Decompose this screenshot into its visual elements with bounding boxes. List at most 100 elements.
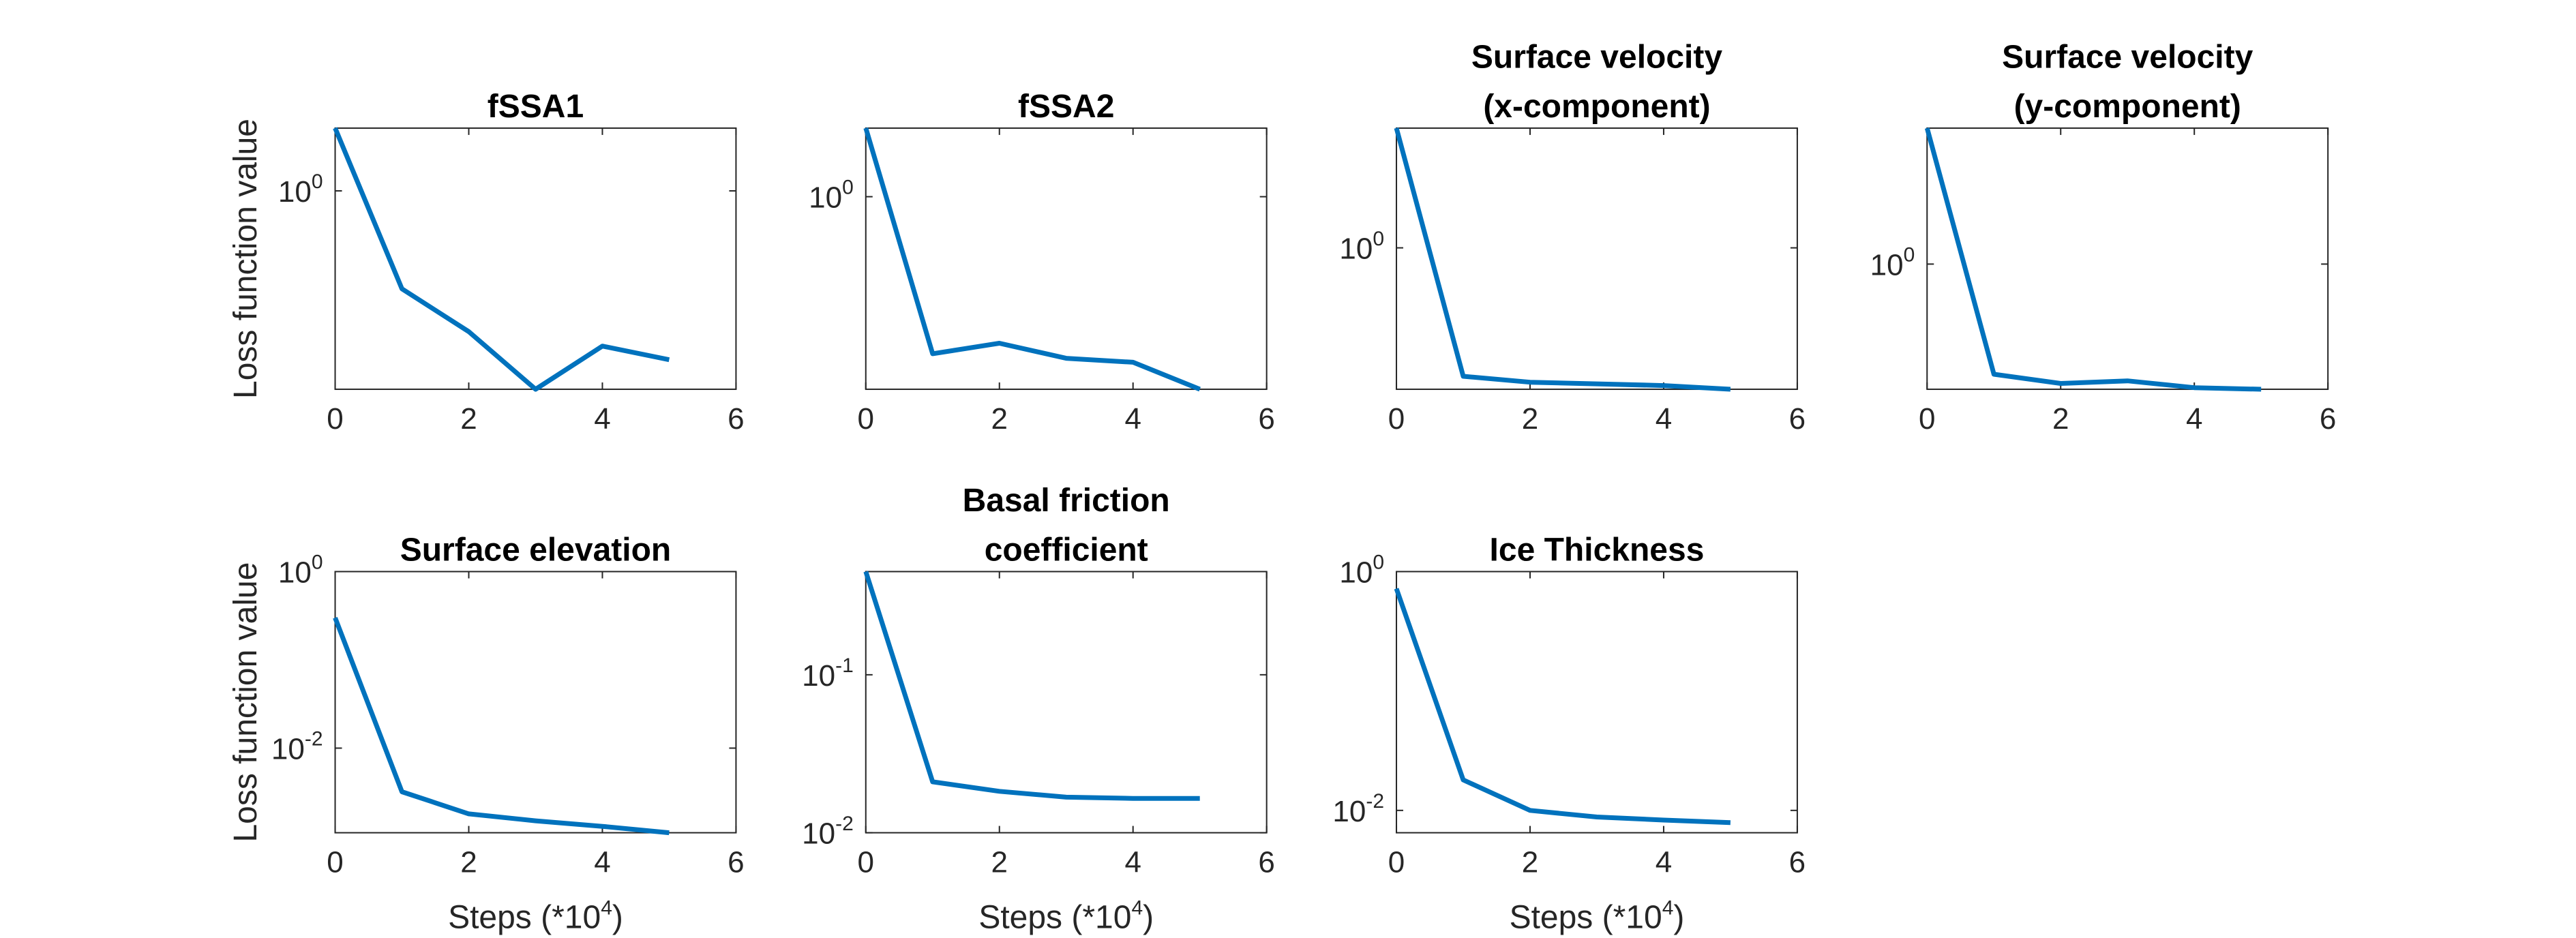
y-tick-label: 10-2 — [1332, 790, 1384, 828]
axes-box — [865, 127, 1268, 391]
subplot-title: Basal friction — [963, 483, 1170, 519]
x-tick-label: 6 — [1789, 846, 1806, 879]
subplot-title: coefficient — [985, 532, 1148, 568]
y-tick-label-exponent: -2 — [305, 728, 323, 751]
x-tick-label: 0 — [1388, 402, 1405, 436]
y-tick-label-base: 10 — [1339, 556, 1373, 589]
y-axis-label: Loss function value — [228, 119, 264, 399]
y-tick-label: 100 — [1339, 228, 1384, 266]
subplot-title: fSSA2 — [1018, 89, 1114, 125]
y-axis-label: Loss function value — [228, 562, 264, 843]
subplot-title: Surface elevation — [400, 532, 672, 568]
y-tick-label-exponent: 0 — [1373, 551, 1384, 574]
x-tick-label: 2 — [1522, 846, 1538, 879]
x-tick-label: 0 — [858, 402, 874, 436]
y-tick-label-exponent: 0 — [312, 551, 323, 574]
x-tick-label: 4 — [1656, 402, 1672, 436]
y-tick-label-exponent: 0 — [1373, 228, 1384, 250]
subplot-title: (x-component) — [1483, 89, 1710, 125]
y-tick-label: 100 — [1870, 244, 1915, 282]
x-tick-label: 6 — [2320, 402, 2336, 436]
x-tick-label: 2 — [2052, 402, 2069, 436]
x-axis-label-base: Steps (*10 — [448, 899, 601, 935]
x-axis-label-exponent: 4 — [1131, 897, 1143, 920]
y-tick-label-exponent: 0 — [1904, 244, 1915, 267]
y-tick-label-base: 10 — [271, 732, 305, 766]
axes-box — [334, 571, 737, 834]
y-tick-label: 10-2 — [802, 813, 854, 851]
y-tick-label-base: 10 — [1332, 795, 1366, 828]
x-tick-label: 4 — [594, 846, 610, 879]
x-tick-label: 2 — [1522, 402, 1538, 436]
y-tick-label: 10-1 — [802, 654, 854, 693]
y-tick-label: 100 — [278, 170, 323, 209]
subplot-title: Surface velocity — [1471, 40, 1722, 76]
y-tick-label: 10-2 — [271, 728, 323, 766]
x-tick-label: 2 — [991, 402, 1007, 436]
y-tick-label-base: 10 — [278, 175, 312, 209]
x-tick-label: 4 — [1124, 402, 1141, 436]
subplot-title: fSSA1 — [488, 89, 584, 125]
x-tick-label: 6 — [1258, 846, 1274, 879]
subplot-title: Surface velocity — [2002, 40, 2253, 76]
x-tick-label: 0 — [327, 846, 343, 879]
x-tick-label: 0 — [327, 402, 343, 436]
x-axis-label-base: Steps (*10 — [1510, 899, 1662, 935]
x-axis-label-exponent: 4 — [1662, 897, 1674, 920]
y-tick-label-exponent: 0 — [842, 177, 854, 199]
x-tick-label: 0 — [1388, 846, 1405, 879]
x-tick-label: 6 — [1258, 402, 1274, 436]
x-tick-label: 4 — [1124, 846, 1141, 879]
x-axis-label-end: ) — [1143, 899, 1154, 935]
subplot-title: Ice Thickness — [1490, 532, 1705, 568]
x-tick-label: 6 — [728, 846, 744, 879]
axes-box — [865, 571, 1268, 834]
loss-line — [1394, 127, 1731, 392]
x-tick-label: 0 — [858, 846, 874, 879]
x-tick-label: 4 — [594, 402, 610, 436]
y-tick-label: 100 — [278, 551, 323, 590]
x-tick-label: 6 — [728, 402, 744, 436]
y-tick-label-base: 10 — [802, 659, 835, 693]
x-tick-label: 4 — [1656, 846, 1672, 879]
axes-box — [1396, 571, 1798, 834]
loss-line — [1394, 588, 1731, 826]
y-tick-label-base: 10 — [278, 556, 312, 589]
x-axis-label-end: ) — [612, 899, 623, 935]
x-tick-label: 6 — [1789, 402, 1806, 436]
loss-line — [863, 127, 1201, 392]
loss-line — [1924, 127, 2262, 392]
x-axis-label: Steps (*104) — [1510, 897, 1685, 936]
loss-line — [333, 616, 670, 836]
x-axis-label-exponent: 4 — [601, 897, 612, 920]
y-tick-label-base: 10 — [802, 817, 835, 851]
axes-box — [1926, 127, 2329, 391]
y-tick-label-exponent: 0 — [312, 170, 323, 193]
axes-box — [1396, 127, 1798, 391]
x-axis-label: Steps (*104) — [448, 897, 623, 936]
x-tick-label: 2 — [991, 846, 1007, 879]
x-tick-label: 0 — [1919, 402, 1935, 436]
x-tick-label: 2 — [460, 846, 477, 879]
x-axis-label: Steps (*104) — [978, 897, 1154, 936]
x-tick-label: 4 — [2186, 402, 2202, 436]
y-tick-label-base: 10 — [1339, 232, 1373, 266]
loss-line — [333, 127, 670, 392]
loss-line — [863, 571, 1200, 801]
x-axis-label-base: Steps (*10 — [978, 899, 1131, 935]
x-tick-label: 2 — [460, 402, 477, 436]
x-axis-label-end: ) — [1673, 899, 1684, 935]
y-tick-label-exponent: -2 — [1366, 790, 1384, 813]
y-tick-label-exponent: -1 — [835, 654, 854, 677]
y-tick-label-exponent: -2 — [835, 813, 854, 835]
y-tick-label-base: 10 — [809, 181, 842, 215]
y-tick-label: 100 — [809, 177, 854, 215]
